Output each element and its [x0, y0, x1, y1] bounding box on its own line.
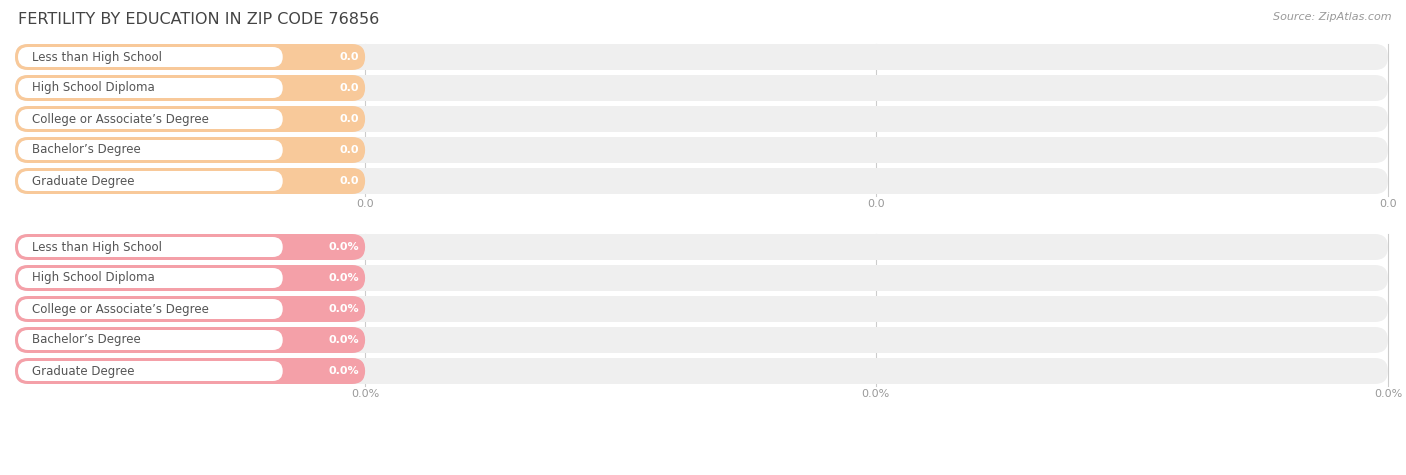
Text: 0.0%: 0.0% [329, 242, 359, 252]
FancyBboxPatch shape [15, 296, 366, 322]
Text: 0.0: 0.0 [340, 114, 359, 124]
Text: Less than High School: Less than High School [32, 240, 162, 254]
Text: Bachelor’s Degree: Bachelor’s Degree [32, 333, 141, 346]
Text: Graduate Degree: Graduate Degree [32, 364, 135, 378]
FancyBboxPatch shape [15, 106, 1388, 132]
FancyBboxPatch shape [18, 361, 283, 381]
FancyBboxPatch shape [15, 234, 366, 260]
Text: 0.0%: 0.0% [1374, 389, 1402, 399]
Text: College or Associate’s Degree: College or Associate’s Degree [32, 113, 209, 125]
Text: 0.0%: 0.0% [329, 366, 359, 376]
FancyBboxPatch shape [15, 234, 1388, 260]
FancyBboxPatch shape [15, 75, 1388, 101]
Text: 0.0: 0.0 [340, 83, 359, 93]
Text: Source: ZipAtlas.com: Source: ZipAtlas.com [1274, 12, 1392, 22]
Text: 0.0: 0.0 [340, 52, 359, 62]
FancyBboxPatch shape [15, 265, 366, 291]
FancyBboxPatch shape [15, 168, 1388, 194]
Text: Graduate Degree: Graduate Degree [32, 174, 135, 188]
Text: 0.0%: 0.0% [329, 273, 359, 283]
Text: High School Diploma: High School Diploma [32, 82, 155, 95]
Text: 0.0: 0.0 [340, 176, 359, 186]
FancyBboxPatch shape [15, 327, 366, 353]
FancyBboxPatch shape [18, 237, 283, 257]
Text: 0.0%: 0.0% [352, 389, 380, 399]
Text: 0.0: 0.0 [868, 199, 884, 209]
Text: High School Diploma: High School Diploma [32, 272, 155, 285]
FancyBboxPatch shape [15, 137, 1388, 163]
FancyBboxPatch shape [15, 327, 1388, 353]
Text: FERTILITY BY EDUCATION IN ZIP CODE 76856: FERTILITY BY EDUCATION IN ZIP CODE 76856 [18, 12, 380, 27]
FancyBboxPatch shape [15, 358, 1388, 384]
FancyBboxPatch shape [15, 358, 366, 384]
FancyBboxPatch shape [15, 44, 366, 70]
FancyBboxPatch shape [18, 268, 283, 288]
FancyBboxPatch shape [15, 296, 1388, 322]
Text: 0.0: 0.0 [356, 199, 374, 209]
Text: College or Associate’s Degree: College or Associate’s Degree [32, 303, 209, 315]
FancyBboxPatch shape [18, 171, 283, 191]
FancyBboxPatch shape [18, 140, 283, 160]
FancyBboxPatch shape [15, 265, 1388, 291]
FancyBboxPatch shape [18, 78, 283, 98]
Text: 0.0%: 0.0% [862, 389, 890, 399]
Text: 0.0%: 0.0% [329, 304, 359, 314]
FancyBboxPatch shape [18, 47, 283, 67]
Text: Less than High School: Less than High School [32, 50, 162, 64]
FancyBboxPatch shape [18, 330, 283, 350]
Text: 0.0%: 0.0% [329, 335, 359, 345]
FancyBboxPatch shape [15, 168, 366, 194]
Text: 0.0: 0.0 [340, 145, 359, 155]
Text: 0.0: 0.0 [1379, 199, 1396, 209]
FancyBboxPatch shape [15, 106, 366, 132]
FancyBboxPatch shape [15, 44, 1388, 70]
Text: Bachelor’s Degree: Bachelor’s Degree [32, 143, 141, 156]
FancyBboxPatch shape [18, 299, 283, 319]
FancyBboxPatch shape [15, 75, 366, 101]
FancyBboxPatch shape [18, 109, 283, 129]
FancyBboxPatch shape [15, 137, 366, 163]
